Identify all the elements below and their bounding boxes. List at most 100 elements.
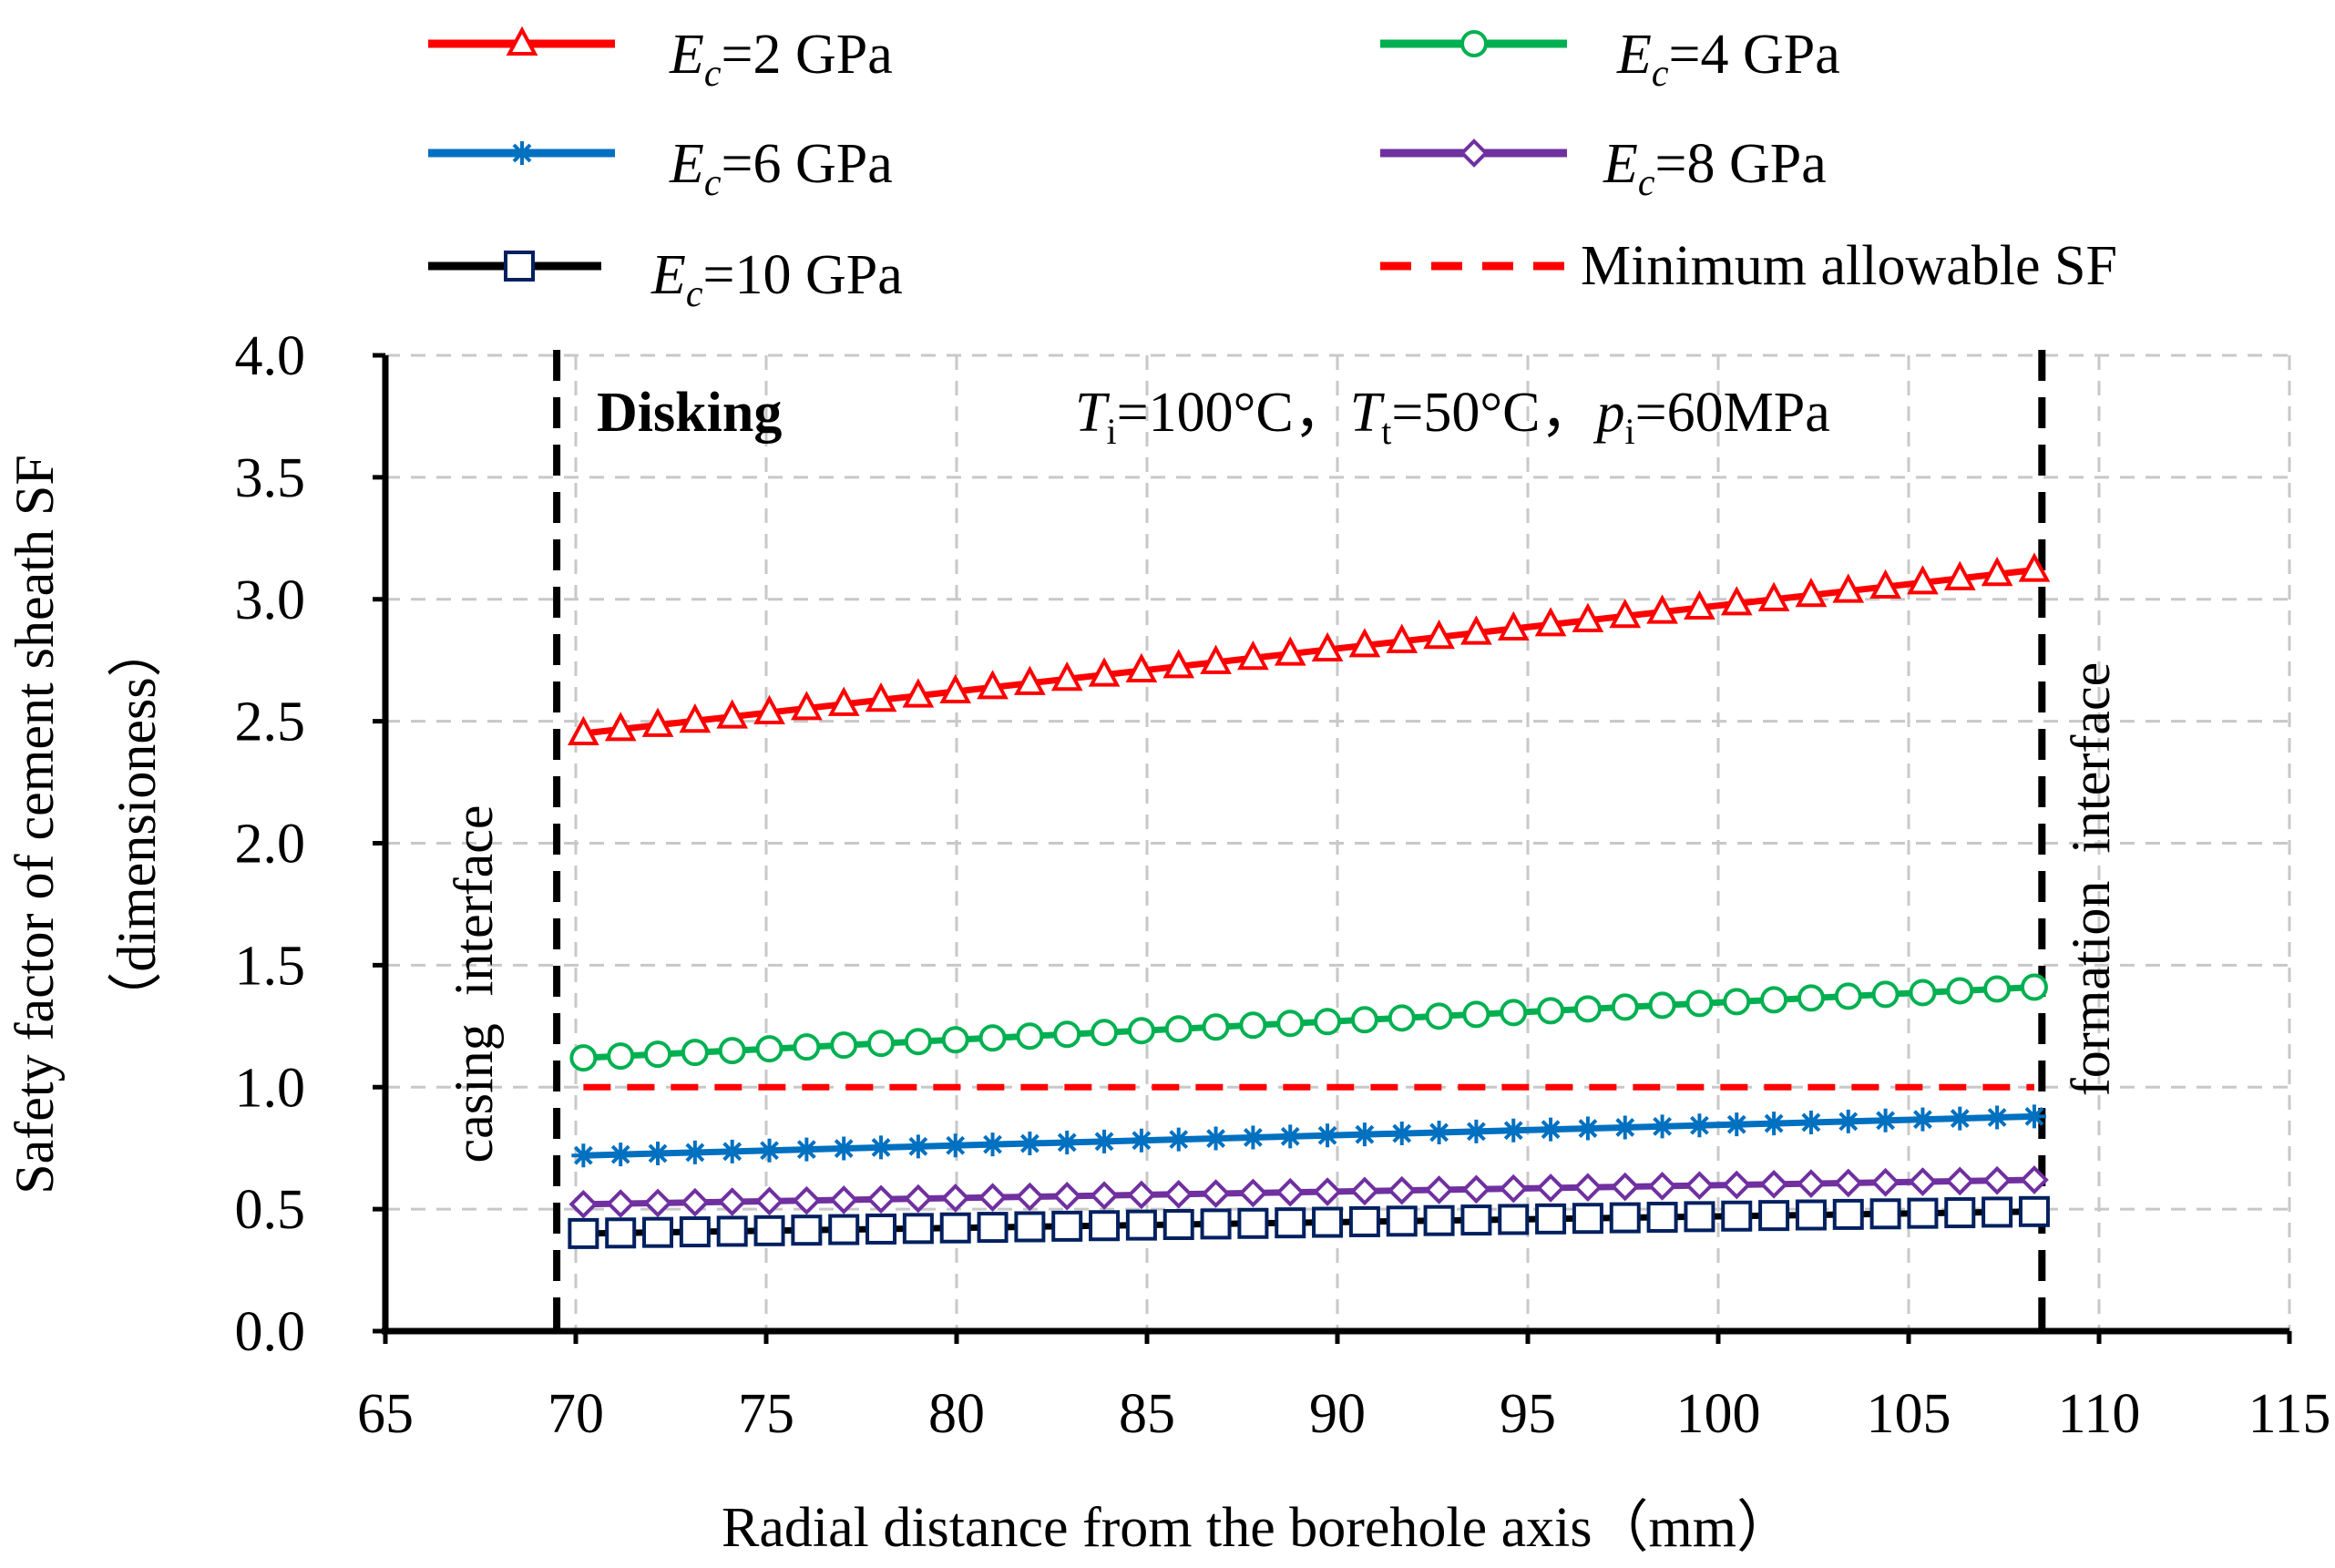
data-point: [793, 1033, 821, 1061]
data-point: [978, 1024, 1007, 1052]
data-point: [1314, 1008, 1342, 1036]
data-point: [1832, 1198, 1864, 1230]
data-point: [904, 1028, 932, 1056]
y-tick-label: 1.5: [235, 935, 306, 997]
data-point: [865, 682, 897, 712]
data-point: [1200, 644, 1232, 674]
data-point: [791, 691, 823, 721]
x-tick-label: 90: [1309, 1383, 1366, 1445]
data-point: [1757, 581, 1790, 611]
data-point: [1051, 1210, 1083, 1242]
data-point: [644, 1040, 672, 1069]
data-point: [939, 673, 972, 704]
legend-marker: [510, 141, 534, 165]
data-point: [1014, 665, 1046, 695]
data-point: [902, 678, 935, 708]
grid: [385, 354, 2291, 1331]
data-point: [1834, 982, 1862, 1010]
data-point: [1908, 1167, 1938, 1196]
data-point: [791, 1214, 823, 1246]
data-point: [1722, 1170, 1752, 1200]
data-point: [568, 1217, 599, 1249]
data-point: [1241, 1125, 1265, 1150]
casing-interface-label: casing interface: [444, 804, 504, 1163]
data-point: [569, 1044, 598, 1072]
data-point: [1572, 602, 1604, 632]
data-point: [1946, 977, 1974, 1005]
series-ec-6-gpa: [571, 1104, 2046, 1168]
data-point: [2018, 552, 2051, 582]
data-point: [757, 1138, 782, 1163]
data-point: [755, 1035, 783, 1063]
data-point: [1982, 1196, 2013, 1228]
data-point: [1350, 1006, 1378, 1034]
x-tick-label: 110: [2058, 1383, 2141, 1445]
triangle-marker-icon: [506, 26, 538, 56]
data-point: [753, 694, 785, 725]
data-point: [1534, 607, 1567, 637]
data-point: [642, 1216, 674, 1248]
data-point: [1609, 1202, 1641, 1234]
data-point: [1388, 1004, 1416, 1032]
data-point: [1982, 1165, 2012, 1195]
data-point: [682, 1140, 707, 1164]
data-point: [1613, 1115, 1637, 1140]
data-point: [1500, 999, 1528, 1027]
data-point: [1985, 1105, 2010, 1130]
legend-label-ec4: Ec=4 GPa: [1616, 24, 1840, 95]
data-point: [1200, 1208, 1232, 1240]
data-point: [1127, 1017, 1155, 1045]
data-point: [1725, 1112, 1749, 1137]
condition-tt-value: =50°C: [1391, 382, 1540, 444]
x-tick-label: 85: [1119, 1383, 1175, 1445]
data-point: [1092, 1129, 1117, 1153]
data-point: [1646, 1201, 1678, 1233]
data-point: [1870, 1167, 1900, 1197]
data-point: [1611, 993, 1639, 1021]
data-point: [1762, 1112, 1787, 1136]
data-point: [980, 1132, 1005, 1157]
data-point: [1088, 657, 1121, 687]
legend-label-min-sf: Minimum allowable SF: [1581, 235, 2117, 297]
data-point: [1687, 1113, 1712, 1138]
condition-ti-sub: i: [1106, 411, 1116, 452]
data-point: [1053, 1020, 1081, 1049]
data-point: [1869, 569, 1901, 600]
x-axis-title: Radial distance from the borehole axis（m…: [722, 1497, 1793, 1559]
data-point: [679, 1216, 711, 1248]
tick-labels: 65 70 75 80 85 90 95 100 105 110 115 0.0 0.5 1.0 1.5 2.…: [235, 325, 2331, 1445]
data-point: [1536, 1173, 1565, 1203]
data-point: [718, 1037, 746, 1065]
data-point: [1945, 1166, 1975, 1196]
data-point: [1943, 560, 1976, 590]
x-tick-label: 100: [1676, 1383, 1761, 1445]
data-point: [1981, 557, 2013, 587]
data-point: [1274, 636, 1306, 666]
data-point: [1535, 1203, 1567, 1235]
data-point: [1275, 1177, 1306, 1207]
data-point: [1425, 1002, 1453, 1030]
legend-marker: [506, 26, 538, 56]
legend: Ec=2 GPa Ec=4 GPa Ec=6 GPa Ec=8 GPa Ec=1…: [428, 24, 2117, 315]
legend-item-ec6: Ec=6 GPa: [428, 133, 893, 204]
data-point: [606, 1189, 636, 1218]
legend-item-ec8: Ec=8 GPa: [1380, 133, 1827, 204]
data-point: [1460, 1204, 1492, 1236]
series-ec-4-gpa: [569, 973, 2048, 1072]
data-point: [1090, 1181, 1119, 1210]
legend-item-ec4: Ec=4 GPa: [1380, 24, 1840, 95]
condition-tt-var: T: [1350, 382, 1386, 444]
y-axis-subtitle: （dimensioness）: [107, 622, 167, 1026]
data-point: [1944, 1197, 1976, 1229]
series-line: [583, 1112, 2035, 1159]
data-point: [1648, 991, 1676, 1020]
data-point: [2018, 1195, 2050, 1227]
data-point: [1015, 1182, 1045, 1212]
data-point: [720, 1139, 744, 1163]
series-line: [583, 1208, 2034, 1237]
data-point: [1127, 1180, 1156, 1210]
data-point: [1759, 1169, 1788, 1199]
data-point: [1460, 615, 1492, 645]
legend-label-ec6: Ec=6 GPa: [669, 133, 893, 204]
data-point: [1238, 1178, 1268, 1208]
